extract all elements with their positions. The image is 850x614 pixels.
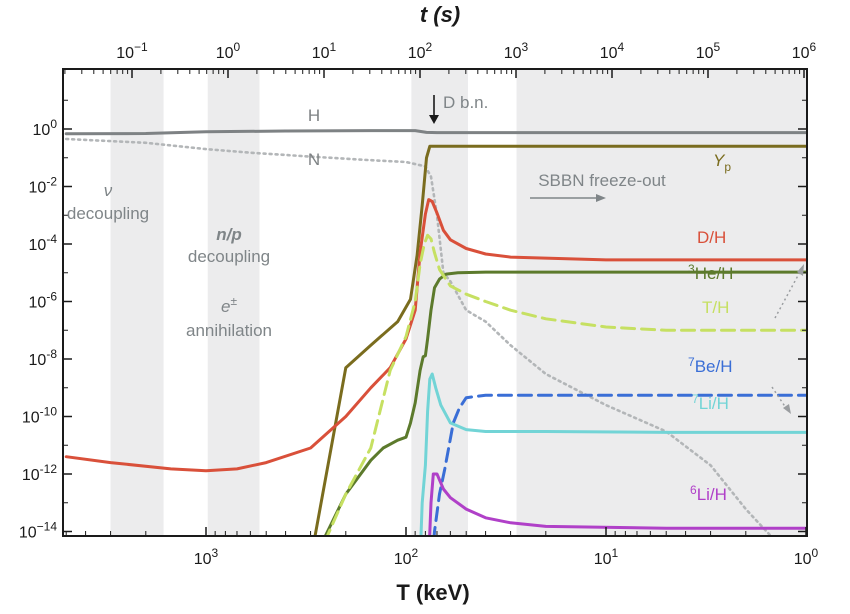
- top-tick-label: 104: [600, 40, 625, 62]
- epm-symbol: e±: [221, 294, 237, 316]
- top-tick-label: 102: [408, 40, 433, 62]
- label-n: N: [308, 150, 320, 169]
- decay-arrow-t-to-he3: [774, 269, 802, 319]
- y-tick-label: 10−14: [19, 520, 57, 542]
- top-tick-label: 10−1: [116, 40, 148, 62]
- label-be7: 7Be/H: [688, 355, 732, 376]
- axis-ticks: 103 102 101 100 10−1 100 101 102 103 104 105 106 100…: [19, 40, 819, 568]
- y-tick-label: 10-2: [29, 175, 58, 197]
- top-tick-label: 101: [312, 40, 337, 62]
- decay-arrow-t-to-he3-head: [797, 264, 804, 276]
- plot-frame: [62, 68, 808, 537]
- np-symbol: n/p: [216, 225, 242, 244]
- band-freeze-out: [516, 69, 806, 536]
- band-dbn: [411, 69, 468, 536]
- x-tick-label: 101: [594, 546, 619, 568]
- series-yp: [313, 144, 807, 536]
- nu-decoupling-label: decoupling: [67, 204, 149, 223]
- dbn-arrow-head: [429, 115, 439, 124]
- decay-arrow-be7-to-li7-head: [783, 404, 791, 414]
- series-lines: [64, 129, 807, 536]
- top-tick-label: 103: [504, 40, 529, 62]
- np-decoupling-label: decoupling: [188, 247, 270, 266]
- freeze-out-arrow-head: [596, 194, 606, 202]
- label-h: H: [308, 106, 320, 125]
- label-dh: D/H: [697, 228, 726, 247]
- freeze-out-label: SBBN freeze-out: [538, 171, 666, 190]
- series-3he-h: [323, 270, 807, 536]
- x-tick-label: 103: [194, 546, 219, 568]
- top-tick-label: 106: [792, 40, 817, 62]
- dbn-annotation: D b.n.: [443, 93, 488, 112]
- label-li7: 7Li/H: [692, 392, 729, 413]
- label-yp: Yp: [713, 151, 731, 174]
- bottom-axis-title: T (keV): [396, 580, 469, 605]
- series-7li-h: [419, 372, 807, 536]
- band-nu-decoupling: [110, 69, 164, 536]
- epm-annihilation-label: annihilation: [186, 321, 272, 340]
- series-t-h: [325, 233, 807, 536]
- top-tick-label: 105: [696, 40, 721, 62]
- label-li6: 6Li/H: [690, 483, 727, 504]
- top-tick-label: 100: [216, 40, 241, 62]
- band-np-decoupling: [207, 69, 260, 536]
- top-axis-title: t (s): [420, 2, 460, 27]
- series-n: [64, 137, 773, 536]
- series-h: [64, 129, 807, 136]
- label-he3: 3He/H: [688, 262, 733, 283]
- x-tick-label: 100: [794, 546, 819, 568]
- series-6li-h: [428, 472, 807, 536]
- x-tick-label: 102: [394, 546, 419, 568]
- label-th: T/H: [702, 298, 729, 317]
- y-tick-label: 100: [33, 117, 58, 139]
- decay-arrow-be7-to-li7: [771, 386, 787, 409]
- y-tick-label: 10-6: [29, 290, 58, 312]
- y-tick-label: 10-8: [29, 347, 58, 369]
- nu-symbol: ν: [104, 181, 113, 200]
- y-tick-label: 10-10: [22, 405, 57, 427]
- y-tick-label: 10-4: [29, 232, 58, 254]
- y-tick-label: 10-12: [22, 462, 57, 484]
- series-7be-h: [432, 393, 807, 536]
